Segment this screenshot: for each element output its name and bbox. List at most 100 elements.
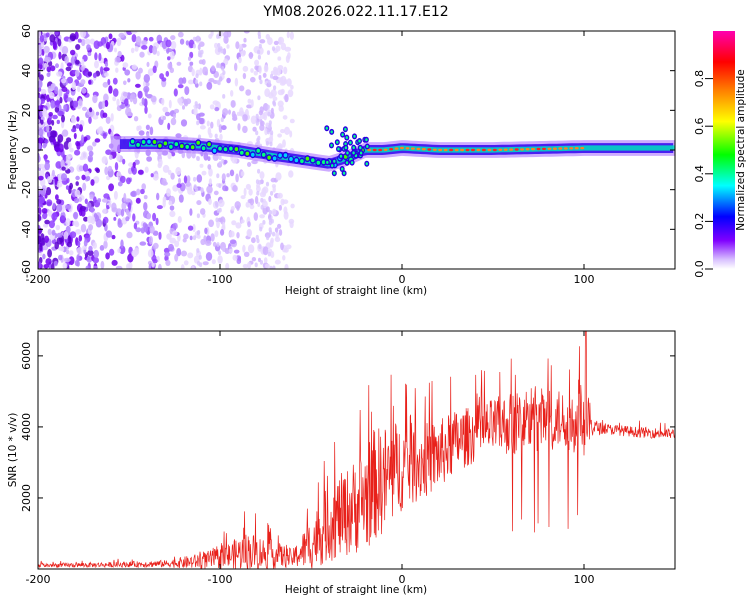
noise-speckle [210,31,214,37]
noise-speckle [182,238,187,243]
noise-speckle [143,202,148,211]
noise-speckle [123,80,127,86]
noise-speckle [226,44,230,49]
noise-speckle [135,227,142,233]
noise-speckle [126,177,131,185]
noise-speckle [46,66,52,73]
noise-speckle [110,113,114,122]
noise-speckle [42,253,46,260]
noise-speckle [150,173,154,178]
noise-speckle [228,109,231,115]
noise-speckle [87,155,94,163]
noise-speckle [108,183,114,192]
noise-speckle [67,141,72,149]
noise-speckle [107,78,111,86]
band-blob [223,147,228,152]
noise-speckle [270,190,274,196]
band-peak [525,148,530,151]
noise-speckle [245,201,250,208]
noise-speckle [145,124,150,130]
noise-speckle [187,79,194,85]
noise-speckle [56,204,63,213]
noise-speckle [61,166,66,171]
noise-speckle [47,176,53,184]
noise-speckle [272,208,277,215]
noise-speckle [111,202,117,212]
noise-speckle [226,31,232,38]
noise-speckle [38,214,42,222]
noise-speckle [94,52,98,61]
noise-speckle [126,263,131,269]
noise-speckle [51,212,58,221]
noise-speckle [235,173,239,183]
noise-speckle [39,74,44,82]
snr-x-label: Height of straight line (km) [285,584,427,596]
noise-speckle [270,107,274,114]
noise-speckle [219,133,223,141]
noise-speckle [176,61,182,66]
noise-speckle [220,48,224,54]
noise-speckle [156,50,160,57]
noise-speckle [92,94,98,104]
noise-speckle [268,220,272,226]
snr-y-ticks: 2000 4000 6000 [20,342,675,512]
noise-speckle [82,106,87,111]
noise-speckle [251,257,257,262]
noise-speckle [278,204,282,211]
noise-speckle [63,141,70,150]
noise-speckle [130,31,138,34]
noise-speckle [105,149,112,155]
y-tick-label: 4000 [20,413,33,441]
noise-speckle [211,259,216,265]
noise-speckle [184,86,190,96]
noise-speckle [212,80,218,84]
band-peak [531,147,535,151]
band-blob [331,164,334,168]
noise-speckle [102,216,109,224]
noise-speckle [49,92,55,99]
noise-speckle [147,249,154,258]
noise-speckle [230,206,235,211]
noise-speckle [216,62,220,67]
noise-speckle [132,96,138,105]
band-blob [330,130,333,134]
noise-speckle [124,98,129,107]
noise-speckle [253,212,258,221]
band-peak [400,146,404,150]
noise-speckle [70,116,77,124]
noise-speckle [199,163,204,168]
noise-speckle [284,126,290,135]
noise-speckle [147,113,152,119]
noise-speckle [72,100,79,108]
noise-speckle [52,114,58,120]
band-blob [278,153,282,158]
y-tick-label: -60 [20,260,33,278]
noise-speckle [290,84,294,90]
noise-speckle [60,247,65,252]
band-blob [352,151,355,155]
noise-speckle [206,81,213,90]
noise-speckle [273,66,278,72]
band-peak [394,147,399,150]
noise-speckle [218,207,222,213]
noise-speckle [201,170,207,176]
noise-speckle [75,44,81,50]
noise-speckle [277,89,285,96]
noise-speckle [274,259,281,265]
noise-speckle [132,213,136,222]
noise-speckle [189,51,194,59]
noise-speckle [187,252,194,259]
noise-speckle [243,251,250,257]
noise-speckle [193,176,197,182]
band-blob [190,145,195,150]
noise-speckle [93,176,100,184]
noise-speckle [117,181,123,187]
noise-speckle [88,116,92,124]
noise-speckle [129,94,134,103]
noise-speckle [206,185,213,194]
noise-speckle [152,212,157,222]
band-peak [389,148,394,151]
band-peak [383,148,388,151]
noise-speckle [152,258,158,264]
noise-speckle [93,265,98,269]
